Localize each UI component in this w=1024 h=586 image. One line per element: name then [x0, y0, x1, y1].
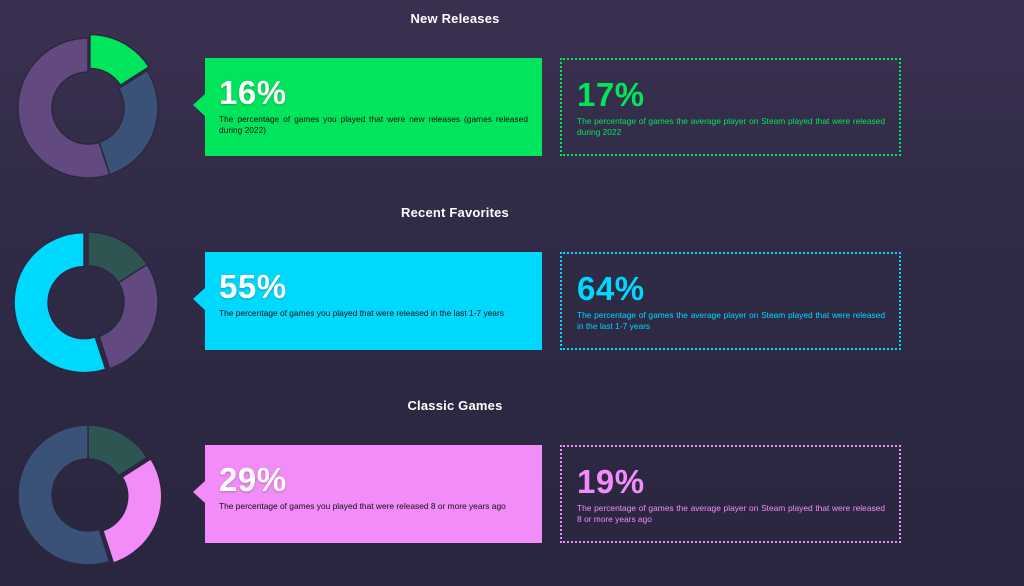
user-description: The percentage of games you played that … [219, 114, 528, 135]
section-title: Classic Games [407, 398, 503, 413]
user-percentage: 16% [219, 74, 287, 111]
donut-slice-recent [13, 231, 107, 374]
donut-slice-new [89, 33, 151, 87]
average-stat-card: 19% The percentage of games the average … [560, 445, 901, 543]
donut-svg [13, 231, 159, 374]
section-classic-games: Classic Games 29% The percentage of game… [0, 387, 1024, 581]
user-stat-card: 55% The percentage of games you played t… [193, 252, 542, 350]
section-title: Recent Favorites [401, 205, 509, 220]
section-new-releases: New Releases 16% The percentage of games… [0, 0, 1024, 194]
donut-svg [17, 424, 163, 566]
donut-chart [16, 423, 163, 567]
user-stat-card: 16% The percentage of games you played t… [193, 58, 542, 156]
average-description: The percentage of games the average play… [577, 503, 885, 524]
user-description: The percentage of games you played that … [219, 501, 506, 511]
user-description: The percentage of games you played that … [219, 308, 504, 318]
user-percentage: 55% [219, 268, 287, 305]
average-stat-card: 64% The percentage of games the average … [560, 252, 901, 350]
donut-slice-new [87, 424, 149, 477]
donut-slice-classic [17, 37, 111, 179]
average-percentage: 19% [577, 463, 645, 500]
donut-slice-recent [17, 424, 111, 566]
user-stat-card: 29% The percentage of games you played t… [193, 445, 542, 543]
average-percentage: 64% [577, 270, 645, 307]
donut-slice-classic [98, 263, 159, 370]
section-title: New Releases [410, 11, 500, 26]
average-percentage: 17% [577, 76, 645, 113]
average-description: The percentage of games the average play… [577, 310, 885, 331]
donut-chart [13, 230, 160, 374]
average-stat-card: 17% The percentage of games the average … [560, 58, 901, 156]
user-percentage: 29% [219, 461, 287, 498]
donut-chart [16, 33, 160, 180]
donut-slice-recent [98, 69, 159, 176]
section-recent-favorites: Recent Favorites 55% The percentage of g… [0, 194, 1024, 388]
donut-slice-classic [101, 457, 163, 564]
donut-svg [17, 33, 159, 179]
average-description: The percentage of games the average play… [577, 116, 885, 137]
